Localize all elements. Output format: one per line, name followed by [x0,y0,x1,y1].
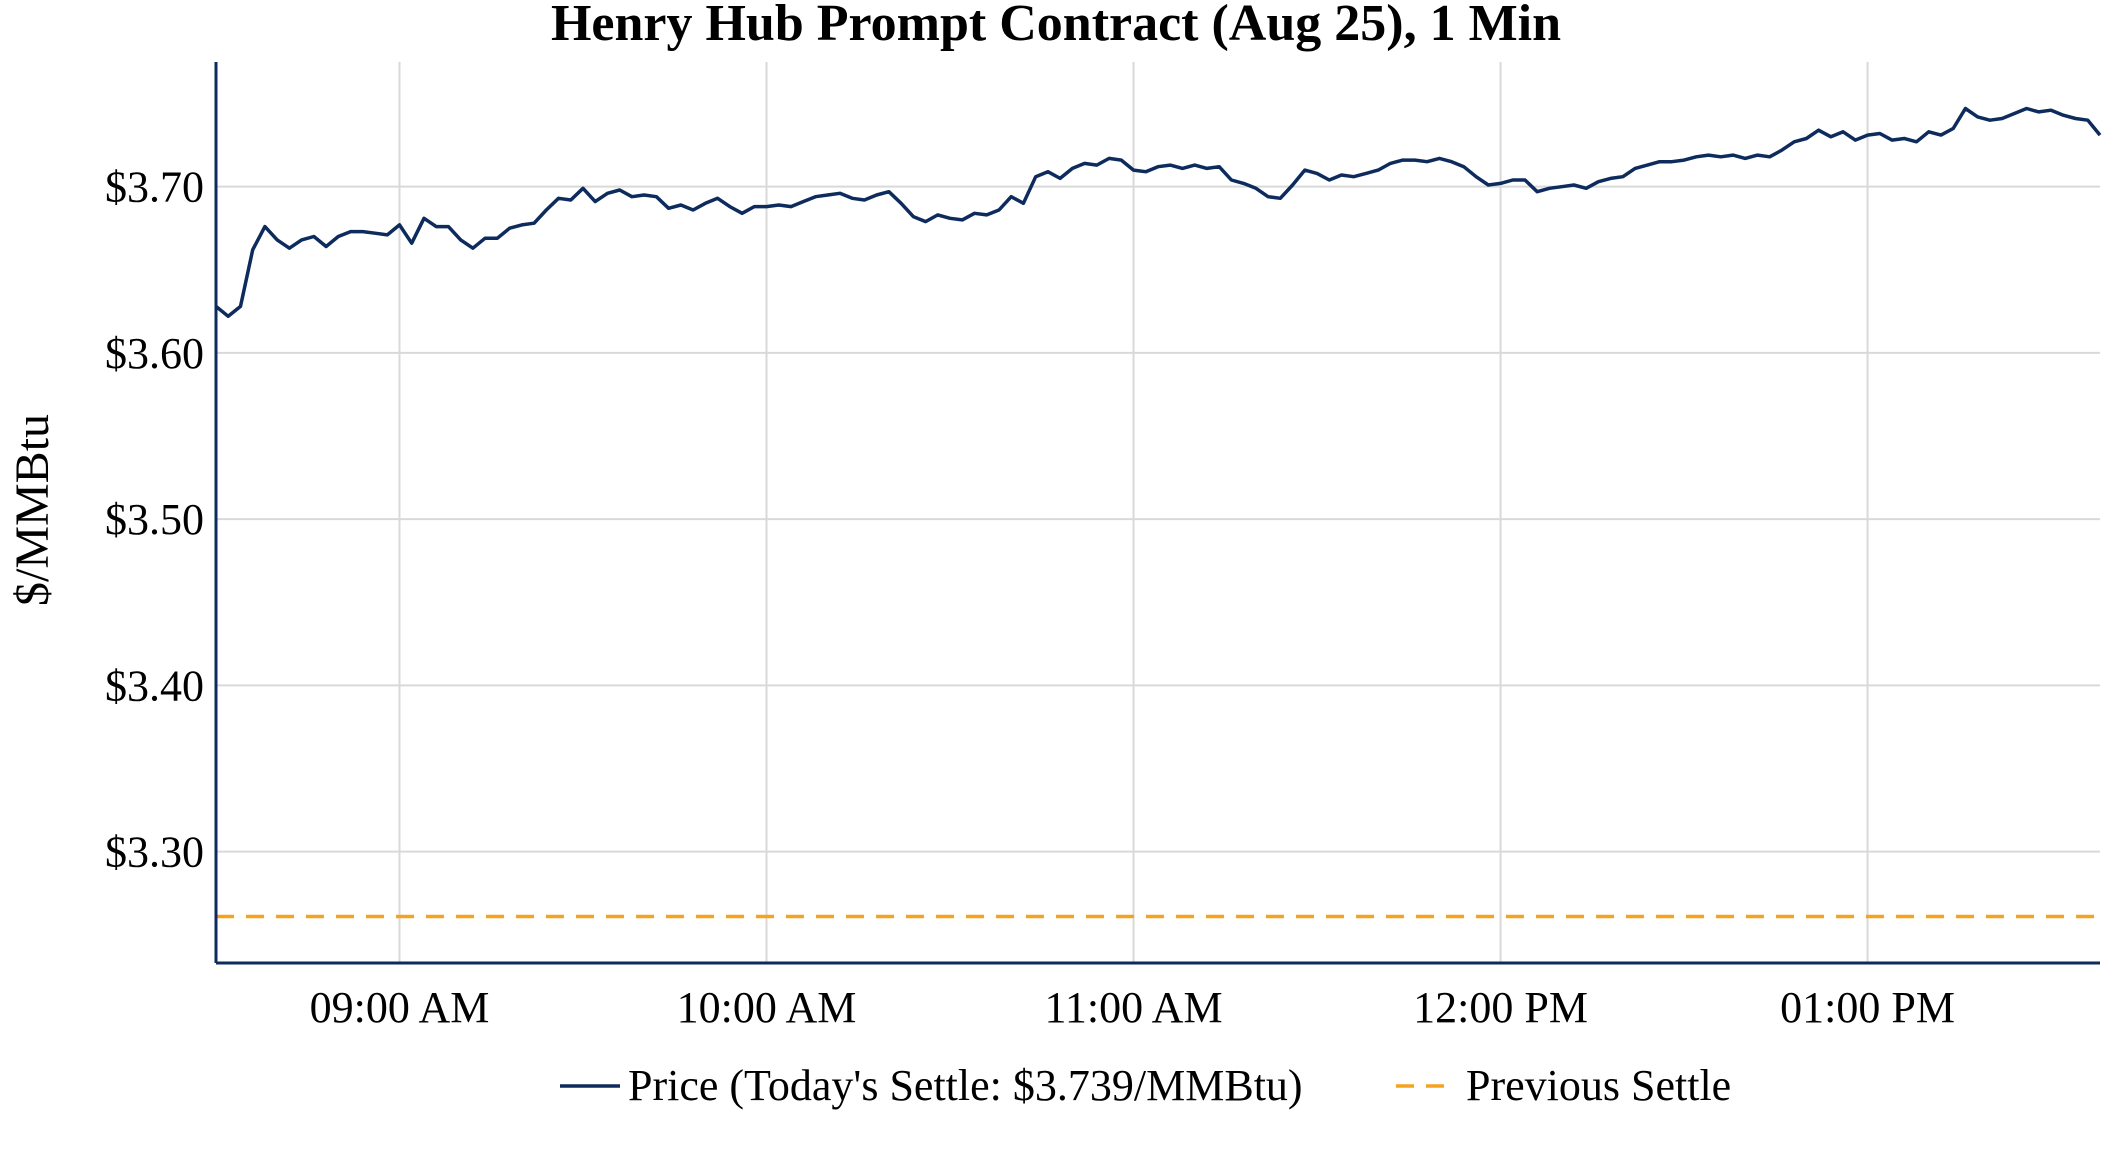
axes [214,62,2100,965]
price-line [214,106,2102,319]
series-layer [214,106,2102,919]
y-tick-label: $3.60 [105,329,204,378]
y-tick-label: $3.30 [105,828,204,877]
gridlines [216,62,2100,963]
legend: Price (Today's Settle: $3.739/MMBtu) Prev… [560,1061,1731,1110]
y-tick-label: $3.70 [105,163,204,212]
x-tick-label: 11:00 AM [1045,983,1223,1032]
y-tick-label: $3.40 [105,661,204,710]
x-tick-label: 10:00 AM [677,983,857,1032]
x-tick-label: 09:00 AM [310,983,490,1032]
x-axis-ticks: 09:00 AM 10:00 AM 11:00 AM 12:00 PM 01:00 PM [310,983,1955,1032]
y-axis-label: $/MMBtu [6,414,59,606]
x-tick-label: 12:00 PM [1413,983,1588,1032]
y-tick-label: $3.50 [105,495,204,544]
legend-label-previous-settle: Previous Settle [1466,1061,1731,1110]
chart-title: Henry Hub Prompt Contract (Aug 25), 1 Mi… [551,0,1561,52]
legend-label-price: Price (Today's Settle: $3.739/MMBtu) [628,1061,1303,1110]
x-tick-label: 01:00 PM [1780,983,1955,1032]
y-axis-ticks: $3.30 $3.40 $3.50 $3.60 $3.70 [105,163,204,877]
